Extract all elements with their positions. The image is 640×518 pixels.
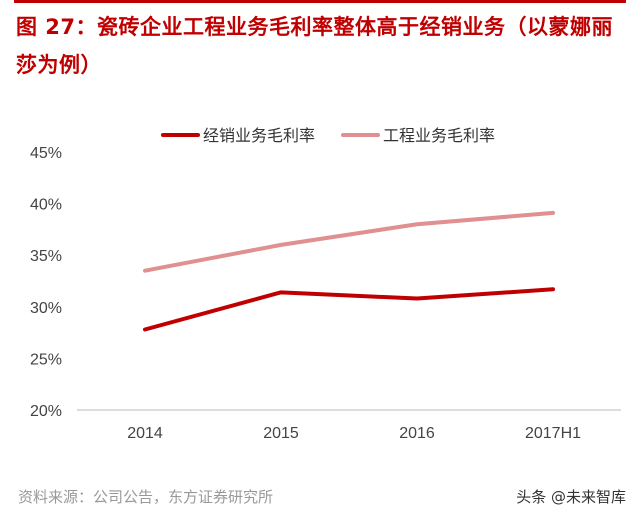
x-tick-label: 2014 xyxy=(127,425,163,442)
legend-label: 工程业务毛利率 xyxy=(383,126,495,145)
source-note: 资料来源：公司公告，东方证券研究所 xyxy=(18,488,274,506)
y-tick-label: 25% xyxy=(30,351,62,368)
x-tick-label: 2016 xyxy=(399,425,435,442)
y-tick-label: 35% xyxy=(30,248,62,265)
figure-title: 图 27：瓷砖企业工程业务毛利率整体高于经销业务（以蒙娜丽莎为例） xyxy=(16,15,614,77)
watermark: 头条 @未来智库 xyxy=(516,488,626,506)
legend-label: 经销业务毛利率 xyxy=(203,126,315,145)
y-tick-label: 40% xyxy=(30,197,62,214)
top-rule xyxy=(14,0,626,3)
series-line-1 xyxy=(143,210,555,273)
y-tick-label: 20% xyxy=(30,403,62,420)
line-chart: 20% 25% 30% 35% 40% 45% 2014 2015 2016 2017H1 经销业务… xyxy=(30,126,621,442)
y-tick-label: 30% xyxy=(30,300,62,317)
y-tick-label: 45% xyxy=(30,145,62,162)
x-tick-label: 2017H1 xyxy=(525,425,581,442)
x-tick-label: 2015 xyxy=(263,425,299,442)
series-line-0 xyxy=(143,287,555,332)
